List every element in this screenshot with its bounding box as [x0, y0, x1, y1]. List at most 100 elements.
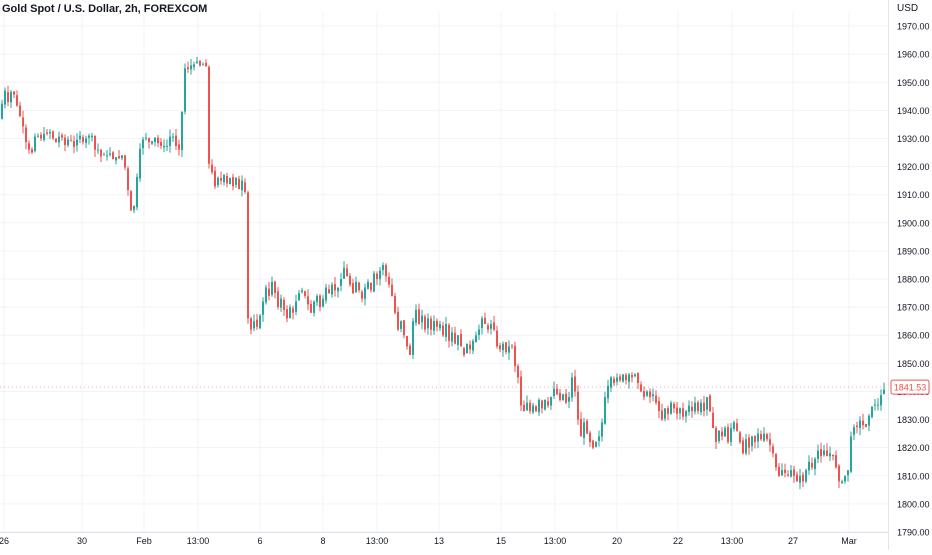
candle-body-down [838, 465, 840, 482]
candle-body-up [223, 175, 225, 183]
y-tick-label: 1810.00 [897, 471, 930, 481]
candle-body-down [523, 404, 525, 412]
candle-body-down [214, 170, 216, 187]
candle-body-down [199, 61, 201, 66]
candle-body-up [151, 141, 153, 144]
candle-body-down [370, 283, 372, 291]
candle-body-down [559, 392, 561, 400]
candle-body-down [586, 420, 588, 434]
candle-body-down [580, 418, 582, 437]
candle-body-up [331, 284, 333, 295]
candle-body-up [481, 318, 483, 329]
candle-body-down [811, 462, 813, 468]
candle-body-up [241, 180, 243, 191]
candle-body-up [97, 149, 99, 151]
candle-body-down [19, 105, 21, 116]
x-tick-label: Feb [136, 536, 152, 546]
candle-body-up [355, 281, 357, 293]
candle-body-down [16, 95, 18, 106]
candle-body-up [154, 137, 156, 142]
candle-body-down [529, 402, 531, 412]
candle-body-down [625, 374, 627, 381]
candle-body-down [505, 342, 507, 353]
candle-body-down [226, 175, 228, 184]
candle-body-up [724, 428, 726, 437]
candle-body-up [10, 92, 12, 103]
candle-body-down [784, 469, 786, 473]
candle-body-up [607, 385, 609, 399]
candle-body-down [100, 149, 102, 157]
candle-body-down [697, 402, 699, 412]
candle-body-up [562, 394, 564, 400]
candle-body-down [742, 440, 744, 454]
candle-body-down [469, 344, 471, 350]
candle-body-down [187, 67, 189, 70]
y-tick-label: 1970.00 [897, 22, 930, 32]
candle-body-down [28, 143, 30, 150]
candle-body-up [313, 301, 315, 313]
candle-body-up [850, 436, 852, 472]
candle-body-up [628, 374, 630, 382]
candle-body-down [748, 437, 750, 448]
x-tick-label: 6 [257, 536, 262, 546]
candle-body-down [484, 317, 486, 324]
candle-body-up [814, 458, 816, 469]
candle-body-up [172, 136, 174, 138]
candle-body-up [202, 64, 204, 66]
candle-body-up [412, 321, 414, 355]
candle-body-down [637, 373, 639, 384]
candle-body-up [544, 399, 546, 410]
candle-body-down [856, 425, 858, 428]
candle-body-down [613, 378, 615, 384]
candle-body-up [874, 404, 876, 406]
candle-body-up [583, 422, 585, 438]
candle-body-up [382, 264, 384, 271]
y-tick-label: 1920.00 [897, 162, 930, 172]
candle-body-up [373, 273, 375, 292]
candle-body-up [91, 135, 93, 138]
candle-body-up [295, 301, 297, 312]
candle-body-up [847, 470, 849, 476]
candle-body-down [310, 303, 312, 313]
candle-body-up [280, 298, 282, 308]
candle-body-up [196, 61, 198, 63]
candle-body-up [298, 293, 300, 301]
grid-layer [0, 12, 888, 533]
candle-body-up [79, 135, 81, 140]
candle-body-down [391, 284, 393, 296]
x-tick-label: 27 [788, 536, 798, 546]
candle-body-down [46, 132, 48, 134]
candle-body-up [868, 415, 870, 426]
candle-body-down [493, 322, 495, 330]
candle-body-down [835, 455, 837, 468]
candle-body-up [622, 374, 624, 382]
candle-body-up [532, 405, 534, 413]
candle-body-up [475, 335, 477, 343]
candle-body-down [772, 446, 774, 454]
candle-body-up [685, 411, 687, 417]
candle-body-up [169, 136, 171, 147]
candle-body-down [826, 450, 828, 457]
candle-body-down [238, 178, 240, 190]
candle-body-up [616, 377, 618, 382]
candle-body-down [328, 289, 330, 294]
candle-body-up [508, 346, 510, 353]
price-axis: 1970.00 1960.00 1950.00 1940.00 1930.00 1920.… [888, 0, 930, 550]
candle-body-up [34, 136, 36, 151]
candle-body-up [730, 428, 732, 442]
candle-body-up [799, 475, 801, 483]
candle-body-up [490, 324, 492, 329]
candle-body-up [808, 461, 810, 471]
candle-body-down [541, 400, 543, 409]
candle-body-down [418, 309, 420, 324]
candle-body-up [184, 68, 186, 112]
candle-body-up [217, 177, 219, 186]
candle-body-down [127, 168, 129, 191]
candle-body-down [760, 434, 762, 440]
candle-body-down [424, 316, 426, 330]
candle-body-down [178, 144, 180, 150]
candle-body-down [250, 318, 252, 330]
candle-body-down [496, 330, 498, 347]
